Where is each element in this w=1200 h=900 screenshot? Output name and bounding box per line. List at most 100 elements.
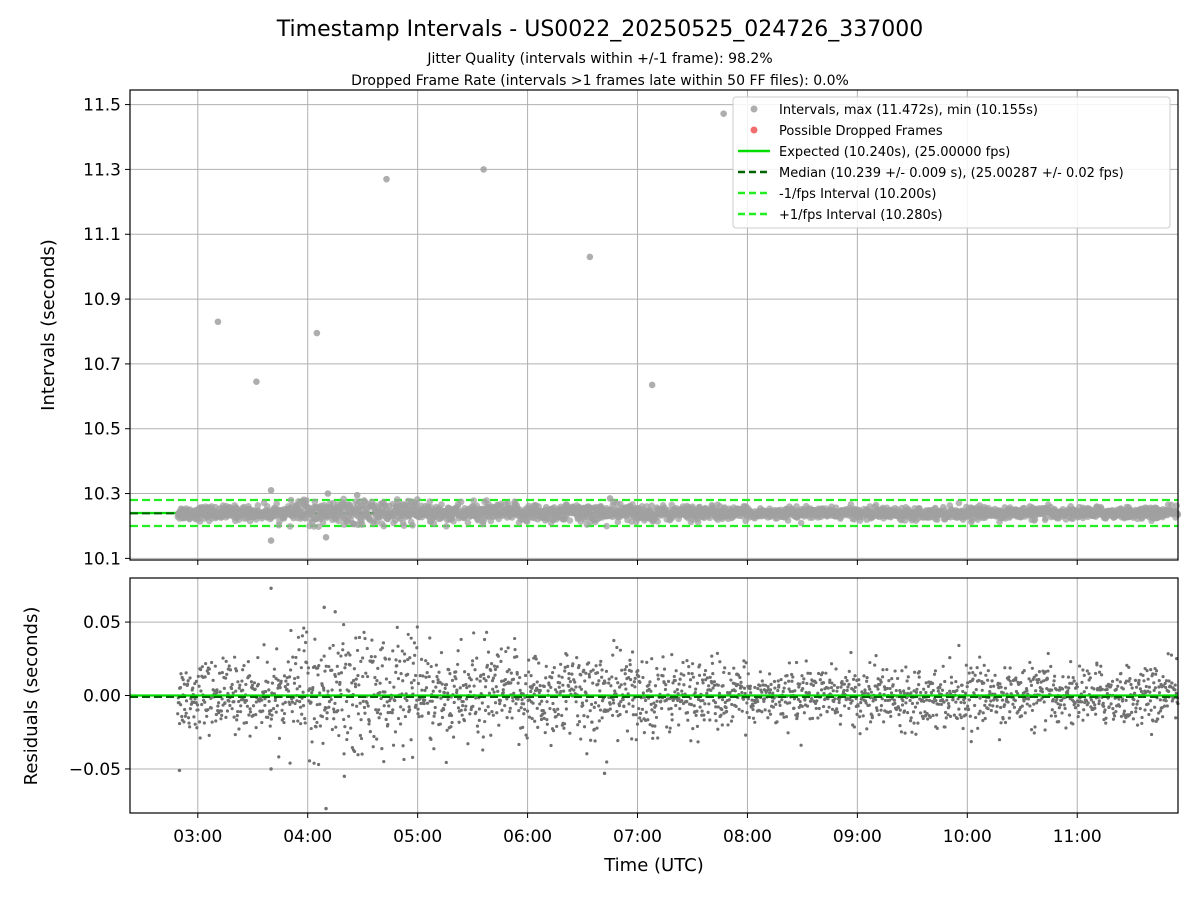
residual-point <box>842 682 847 686</box>
residual-point <box>194 679 198 683</box>
residual-point <box>674 703 678 708</box>
residual-point <box>579 673 583 677</box>
residual-point <box>705 691 709 695</box>
residual-point <box>1099 664 1103 668</box>
residual-point <box>522 712 526 716</box>
residual-point <box>413 653 417 657</box>
residual-point <box>223 701 227 705</box>
residual-point <box>305 630 309 634</box>
residual-point <box>1053 710 1057 715</box>
residual-point <box>184 699 189 703</box>
residual-point <box>909 716 913 720</box>
residual-point <box>988 703 992 707</box>
residual-point <box>472 684 476 688</box>
residual-point <box>607 681 611 685</box>
residual-point <box>551 729 556 733</box>
residual-point <box>186 682 190 686</box>
residual-point <box>946 701 951 706</box>
interval-point <box>273 500 280 508</box>
residual-outlier-point <box>333 610 337 614</box>
residual-point <box>232 715 236 719</box>
residual-point <box>517 742 521 747</box>
residual-point <box>938 686 942 690</box>
residual-point <box>677 682 681 686</box>
residual-point <box>723 666 727 670</box>
interval-point <box>694 518 702 526</box>
residual-point <box>830 707 835 711</box>
residual-point <box>1094 712 1098 716</box>
residual-point <box>487 712 491 716</box>
residual-point <box>815 699 819 703</box>
residual-point <box>623 668 627 672</box>
residual-point <box>566 664 570 668</box>
residual-point <box>957 707 961 711</box>
residual-point <box>686 718 690 722</box>
residual-point <box>1071 722 1075 726</box>
residual-point <box>959 700 963 705</box>
residual-point <box>868 687 872 691</box>
residual-point <box>193 722 197 726</box>
residual-point <box>655 699 659 703</box>
residual-point <box>913 670 917 674</box>
residual-point <box>544 676 548 680</box>
residual-point <box>406 632 410 637</box>
residual-point <box>819 713 823 717</box>
residual-point <box>270 713 274 717</box>
residual-point <box>922 687 926 691</box>
x-tick-label: 06:00 <box>503 827 552 847</box>
residual-point <box>674 669 678 673</box>
residual-point <box>424 686 429 690</box>
residual-point <box>689 703 694 707</box>
residual-point <box>188 707 192 711</box>
residual-point <box>672 697 676 701</box>
residual-point <box>408 656 412 660</box>
residual-point <box>670 652 674 657</box>
residual-point <box>451 735 456 739</box>
residual-point <box>219 717 223 721</box>
residual-point <box>998 682 1002 686</box>
residual-point <box>593 739 597 743</box>
residual-point <box>771 699 775 703</box>
residual-point <box>299 666 303 670</box>
residual-point <box>767 672 772 676</box>
residual-point <box>591 668 595 672</box>
residual-point <box>784 715 788 719</box>
residual-point <box>649 689 653 693</box>
residual-point <box>345 737 349 742</box>
residual-point <box>433 711 437 715</box>
residual-point <box>651 736 655 740</box>
residual-point <box>845 688 849 692</box>
residual-point <box>563 669 567 673</box>
residual-point <box>512 691 516 695</box>
residual-point <box>966 704 970 708</box>
residual-point <box>1141 673 1145 677</box>
residual-point <box>416 681 421 686</box>
residual-point <box>777 683 781 687</box>
residual-point <box>776 689 780 693</box>
residual-point <box>760 710 764 714</box>
residual-point <box>183 707 187 712</box>
residual-point <box>1066 675 1071 679</box>
residual-point <box>454 670 458 674</box>
residual-point <box>948 656 952 660</box>
residual-point <box>448 671 452 676</box>
residual-point <box>518 688 522 692</box>
residual-point <box>847 706 851 711</box>
residual-point <box>744 661 748 665</box>
residual-point <box>537 661 541 665</box>
intervals-y-tick-label: 10.9 <box>83 290 121 310</box>
residual-point <box>519 706 523 710</box>
residual-point <box>276 678 280 682</box>
residual-point <box>306 671 310 675</box>
residual-point <box>701 698 705 703</box>
residual-point <box>353 685 358 689</box>
residual-point <box>869 690 873 694</box>
residual-point <box>899 691 903 695</box>
residual-point <box>1131 717 1135 721</box>
residual-point <box>829 662 834 666</box>
residual-point <box>309 726 313 731</box>
residuals-y-tick-label: −0.05 <box>69 760 121 780</box>
residual-point <box>638 711 643 715</box>
residual-point <box>856 704 860 708</box>
residual-point <box>720 698 725 702</box>
